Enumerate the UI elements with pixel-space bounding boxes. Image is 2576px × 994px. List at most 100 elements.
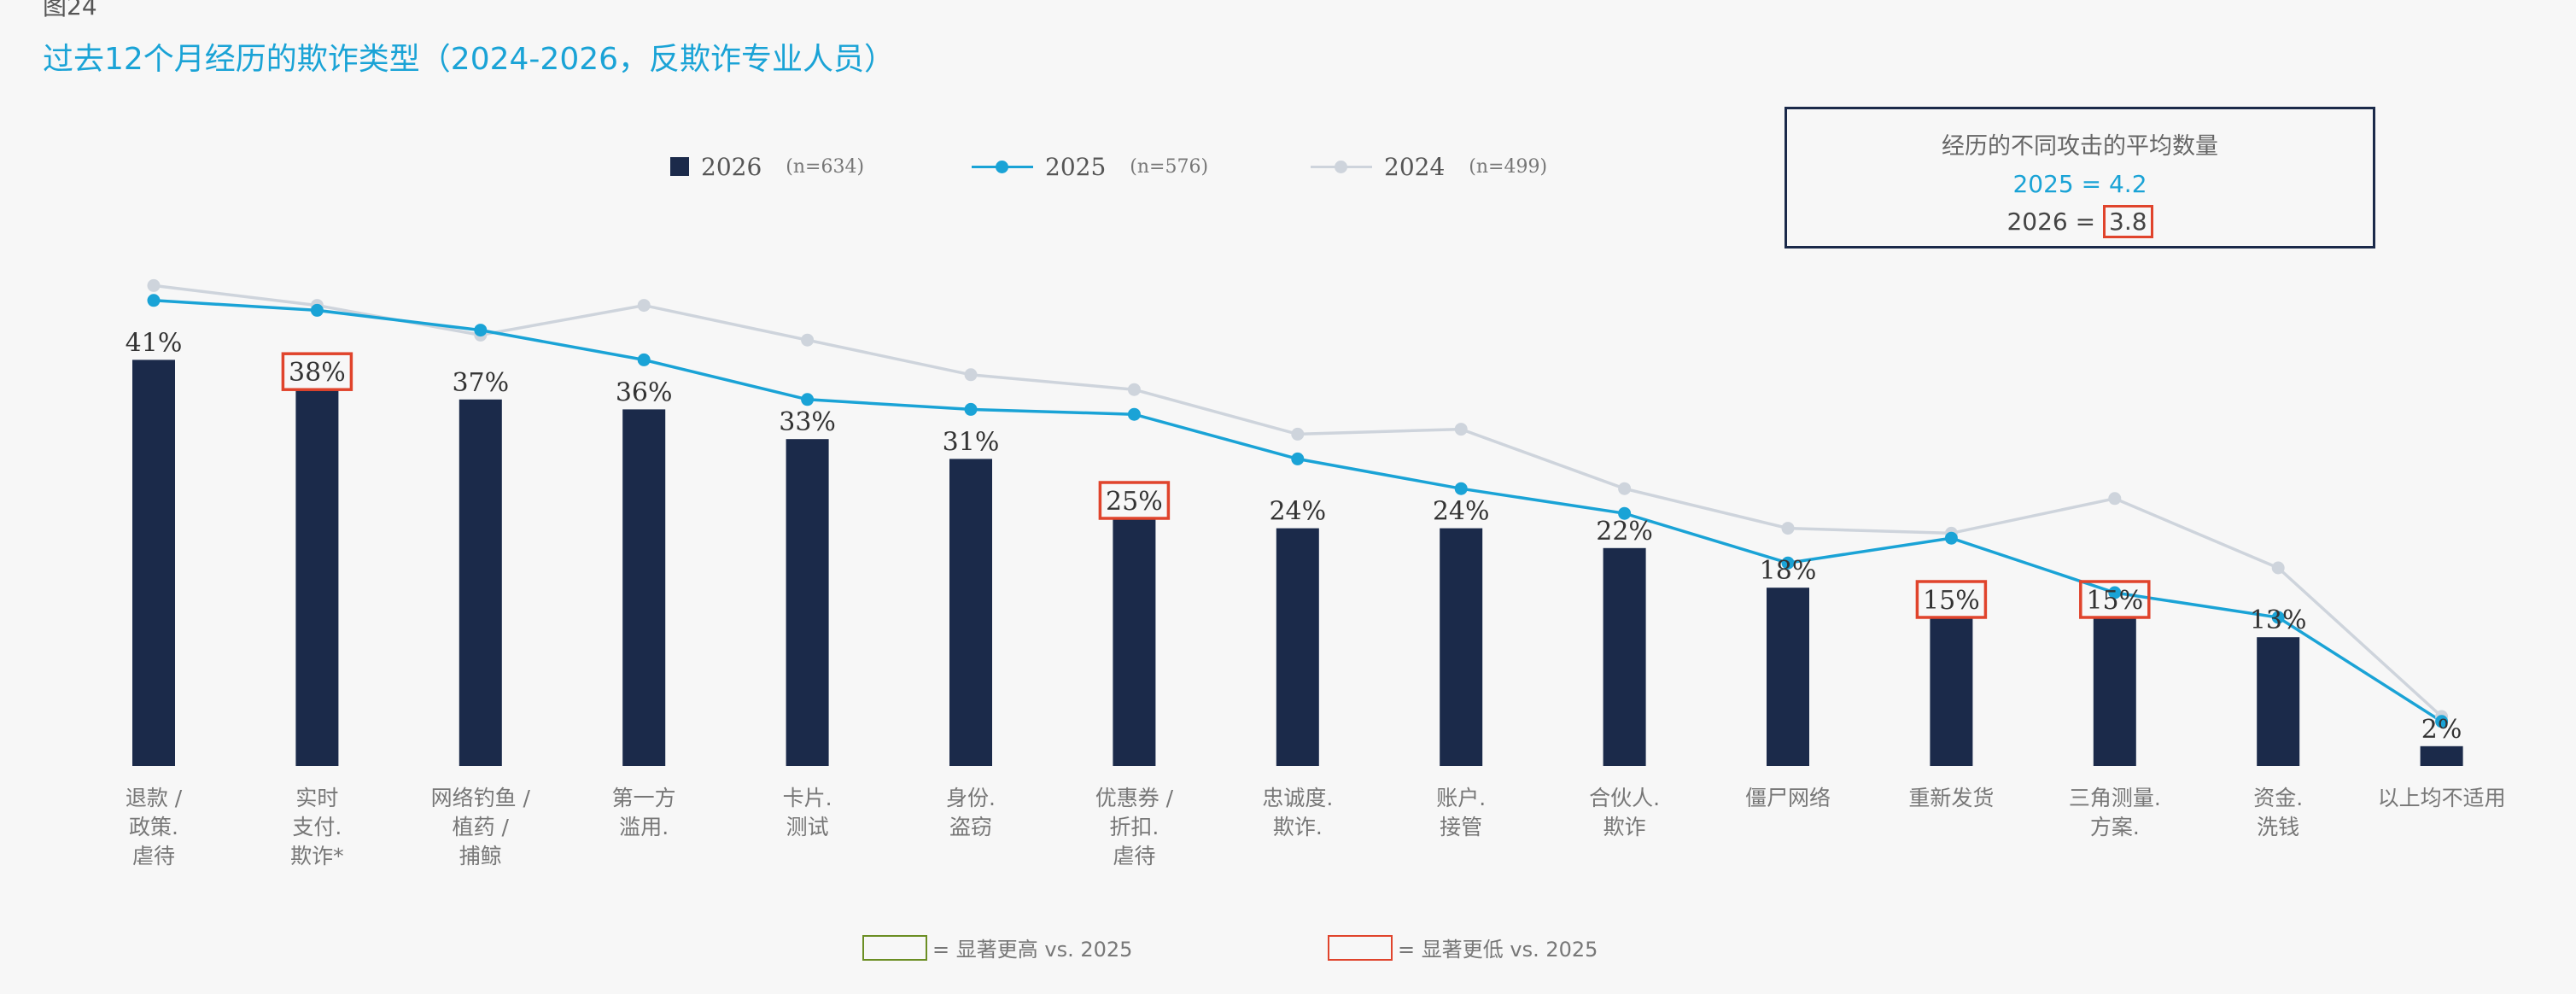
bar-2026-12 — [2093, 617, 2136, 766]
series-2025-point-11 — [1944, 531, 1958, 545]
category-label-10: 僵尸网络 — [1744, 786, 1831, 810]
bar-2026-8 — [1440, 528, 1483, 766]
legend-2025-swatch — [972, 157, 1033, 176]
significance-lower-box-6 — [1098, 481, 1171, 520]
average-attacks-box: 经历的不同攻击的平均数量 2025 = 4.2 2026 = 3.8 — [1785, 107, 2375, 248]
series-2025-point-6 — [1127, 407, 1141, 421]
bar-2026-2 — [459, 399, 502, 766]
series-2024-point-6 — [1127, 383, 1141, 396]
legend-2024: 2024 (n=499) — [1311, 149, 1547, 184]
legend-2024-swatch — [1311, 157, 1372, 176]
legend-2026-label: 2026 — [701, 152, 762, 181]
category-label-3: 第一方 滥用. — [611, 786, 676, 839]
category-label-2: 网络钓鱼 / 植药 / 捕鲸 — [430, 786, 530, 868]
bar-label-13: 13% — [2250, 605, 2307, 635]
category-label-4: 卡片. 测试 — [782, 786, 832, 839]
series-2024-point-13 — [2271, 561, 2285, 575]
category-label-9: 合伙人. 欺诈 — [1589, 786, 1661, 839]
series-2024-point-0 — [147, 278, 161, 292]
category-label-7: 忠诚度. 欺诈. — [1262, 786, 1334, 839]
series-2024-point-7 — [1291, 427, 1305, 441]
bar-2026-6 — [1113, 518, 1156, 766]
series-2024-point-5 — [964, 368, 978, 382]
bar-label-14: 2% — [2421, 715, 2462, 745]
bar-label-7: 24% — [1269, 497, 1326, 527]
bar-2026-0 — [132, 360, 175, 766]
series-2025-point-10 — [1781, 556, 1795, 570]
average-2026-value: 3.8 — [2103, 205, 2153, 238]
bar-2026-1 — [295, 389, 339, 766]
key-higher: = 显著更高 vs. 2025 — [862, 933, 1132, 962]
legend-2025-label: 2025 — [1045, 152, 1107, 181]
category-label-5: 身份. 盗窃 — [946, 786, 996, 839]
significance-lower-box-1 — [281, 352, 353, 391]
bar-2026-14 — [2420, 746, 2463, 766]
category-label-6: 优惠券 / 折扣. 虐待 — [1095, 786, 1174, 868]
bar-2026-7 — [1276, 528, 1319, 766]
series-2024-point-8 — [1454, 423, 1468, 436]
average-2026: 2026 = 3.8 — [1787, 203, 2373, 241]
legend-2026-swatch — [670, 157, 689, 176]
series-2025-point-5 — [964, 402, 978, 416]
category-label-0: 退款 / 政策. 虐待 — [125, 786, 183, 868]
bar-label-1: 38% — [289, 358, 346, 388]
bar-label-2: 37% — [452, 368, 509, 398]
series-2024-point-9 — [1618, 482, 1632, 495]
significance-lower-box-12 — [2079, 580, 2151, 619]
average-2025: 2025 = 4.2 — [2012, 170, 2147, 198]
category-label-11: 重新发货 — [1908, 786, 1995, 810]
legend-2024-n: (n=499) — [1469, 155, 1548, 178]
chart-title: 过去12个月经历的欺诈类型（2024-2026，反欺诈专业人员） — [43, 42, 896, 77]
bar-label-9: 22% — [1596, 517, 1653, 547]
legend-2025: 2025 (n=576) — [972, 149, 1208, 184]
key-lower-label: = 显著更低 vs. 2025 — [1398, 938, 1598, 962]
figure-label: 图24 — [43, 0, 97, 20]
series-2025-point-3 — [637, 353, 651, 366]
bar-label-5: 31% — [943, 427, 1000, 457]
category-label-1: 实时 支付. 欺诈* — [290, 786, 344, 868]
series-2025-point-7 — [1291, 452, 1305, 465]
series-2025-point-0 — [147, 294, 161, 307]
key-higher-label: = 显著更高 vs. 2025 — [932, 938, 1133, 962]
bar-2026-3 — [622, 409, 666, 766]
bar-2026-5 — [949, 459, 992, 766]
bar-label-11: 15% — [1923, 586, 1980, 616]
key-lower: = 显著更低 vs. 2025 — [1328, 933, 1598, 962]
bar-2026-4 — [786, 439, 829, 766]
bar-2026-10 — [1767, 588, 1809, 766]
average-box-title: 经历的不同攻击的平均数量 — [1942, 133, 2218, 160]
bar-2026-13 — [2257, 637, 2300, 766]
bar-label-8: 24% — [1433, 497, 1490, 527]
series-2025-point-8 — [1454, 482, 1468, 495]
series-2024-point-12 — [2108, 492, 2122, 506]
legend-2025-n: (n=576) — [1130, 155, 1209, 178]
series-2025-point-2 — [474, 324, 488, 337]
legend-2026: 2026 (n=634) — [670, 149, 864, 184]
series-2025-point-1 — [310, 303, 324, 317]
legend-2026-n: (n=634) — [786, 155, 865, 178]
series-2024-point-4 — [801, 333, 815, 347]
category-label-13: 资金. 洗钱 — [2253, 786, 2304, 839]
series-2024-point-3 — [637, 299, 651, 313]
series-2024-point-10 — [1781, 522, 1795, 535]
bar-label-0: 41% — [126, 328, 183, 358]
bar-label-3: 36% — [616, 377, 673, 407]
bar-label-12: 15% — [2086, 586, 2143, 616]
bar-2026-9 — [1603, 547, 1646, 766]
series-2025-point-12 — [2108, 586, 2122, 599]
category-label-8: 账户. 接管 — [1436, 786, 1487, 839]
series-2025-point-13 — [2271, 611, 2285, 624]
key-lower-swatch — [1328, 934, 1393, 961]
significance-lower-box-11 — [1915, 580, 1988, 619]
bar-label-4: 33% — [779, 407, 836, 437]
category-label-14: 以上均不适用 — [2377, 786, 2506, 810]
series-2025-point-4 — [801, 393, 815, 406]
legend-2024-label: 2024 — [1384, 152, 1446, 181]
bar-label-6: 25% — [1106, 487, 1163, 517]
bar-2026-11 — [1930, 617, 1973, 766]
average-2026-prefix: 2026 = — [2006, 208, 2103, 236]
bar-label-10: 18% — [1760, 556, 1817, 586]
key-higher-swatch — [862, 934, 927, 961]
series-2025-point-14 — [2435, 715, 2449, 728]
